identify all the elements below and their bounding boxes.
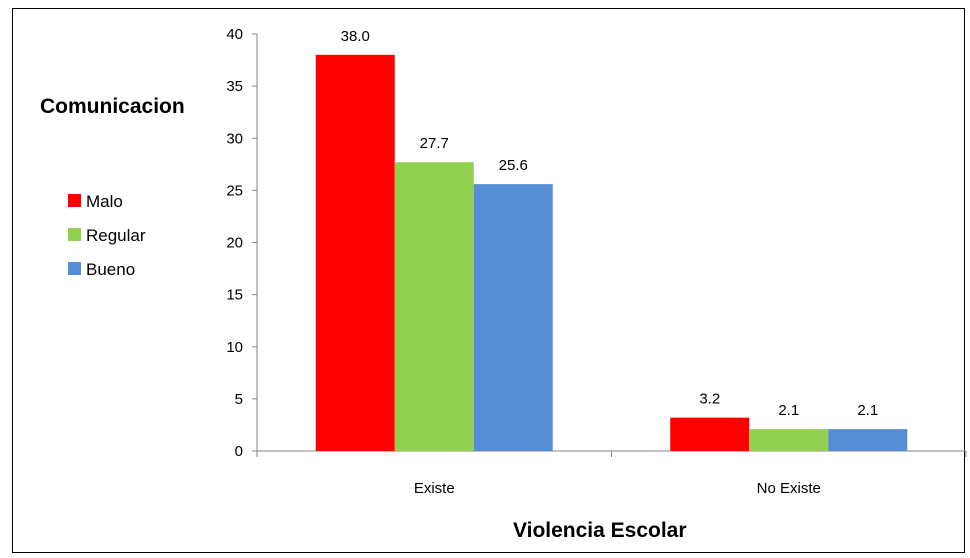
- y-axis-label: Comunicacion: [40, 95, 185, 118]
- bars: 38.0 27.7 25.6 3.2 2.1 2.1: [315, 28, 908, 452]
- bar-bueno-existe: [473, 184, 553, 451]
- y-tick-label: 20: [226, 235, 243, 252]
- data-label: 3.2: [699, 391, 720, 408]
- y-tick-label: 40: [226, 26, 243, 43]
- y-tick-label: 5: [235, 391, 243, 408]
- y-tick-label: 35: [226, 78, 243, 95]
- legend-swatch-regular: [68, 228, 81, 241]
- y-tick-label: 30: [226, 130, 243, 147]
- x-tick-label: No Existe: [757, 480, 821, 497]
- bar-malo-no-existe: [670, 417, 750, 451]
- y-tick-label: 25: [226, 182, 243, 199]
- data-label: 2.1: [857, 402, 878, 419]
- y-tick-label: 10: [226, 339, 243, 356]
- data-label: 2.1: [778, 402, 799, 419]
- legend-swatch-bueno: [68, 262, 81, 275]
- legend-swatch-malo: [68, 194, 81, 207]
- x-tick-label: Existe: [414, 480, 455, 497]
- data-label: 27.7: [420, 135, 449, 152]
- y-tick-label: 0: [235, 443, 243, 460]
- data-label: 25.6: [499, 157, 528, 174]
- legend-label-bueno: Bueno: [86, 260, 135, 279]
- y-tick-label: 15: [226, 287, 243, 304]
- bar-malo-existe: [315, 54, 395, 451]
- data-label: 38.0: [341, 28, 370, 45]
- bar-regular-existe: [394, 162, 474, 452]
- bar-bueno-no-existe: [828, 429, 908, 451]
- legend-label-regular: Regular: [86, 226, 146, 245]
- legend: Malo Regular Bueno: [68, 192, 146, 279]
- bar-regular-no-existe: [749, 429, 829, 451]
- legend-label-malo: Malo: [86, 192, 123, 211]
- x-axis-label: Violencia Escolar: [513, 519, 687, 542]
